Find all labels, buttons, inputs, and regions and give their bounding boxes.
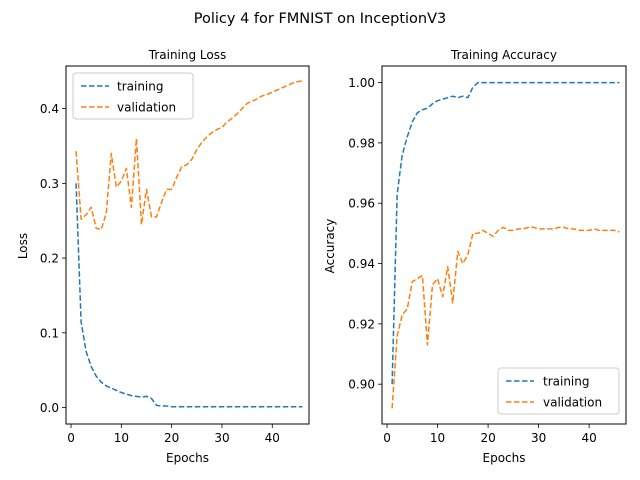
accuracy-x-tick-label: 30 [531,431,546,445]
loss-y-tick-label: 0.3 [40,177,59,191]
loss-x-tick-label: 30 [214,431,229,445]
loss-validation-line [75,80,303,231]
accuracy-legend: training validation [497,367,620,415]
accuracy-axes-frame [381,65,627,425]
loss-x-tick-label: 20 [164,431,179,445]
accuracy-x-tick-label: 40 [581,431,596,445]
loss-y-tick-label: 0.0 [40,401,59,415]
figure-title: Policy 4 for FMNIST on InceptionV3 [194,11,447,27]
loss-y-tick-label: 0.4 [40,102,59,116]
accuracy-y-tick-label: 0.98 [348,136,375,150]
loss-ticks: 0 10 20 30 40 0.0 0.1 0.2 0.3 0.4 [40,102,280,445]
accuracy-x-tick-label: 10 [430,431,445,445]
loss-x-tick-label: 40 [265,431,280,445]
accuracy-y-tick-label: 1.00 [348,76,375,90]
loss-chart-title: Training Loss [148,48,226,62]
accuracy-ticks: 0 10 20 30 40 0.90 0.92 0.94 0.96 0.98 1.00 [348,76,596,445]
accuracy-legend-training-label: training [543,375,590,389]
loss-x-axis-label: Epochs [166,451,209,465]
loss-y-tick-label: 0.1 [40,326,59,340]
loss-plot-area [75,80,303,408]
loss-legend-validation-label: validation [117,101,176,115]
accuracy-x-axis-label: Epochs [483,451,526,465]
loss-training-line [75,183,303,408]
accuracy-y-tick-label: 0.96 [348,197,375,211]
loss-y-axis-label: Loss [16,233,30,259]
accuracy-y-tick-label: 0.90 [348,378,375,392]
accuracy-legend-frame [497,367,620,415]
loss-chart: Training Loss Epochs Loss 0 10 20 30 40 0.0 0.… [16,48,310,465]
accuracy-legend-validation-label: validation [543,396,602,410]
accuracy-chart-title: Training Accuracy [450,48,557,62]
accuracy-y-tick-label: 0.92 [348,317,375,331]
accuracy-y-axis-label: Accuracy [323,219,337,274]
accuracy-training-line [391,81,620,385]
loss-y-tick-label: 0.2 [40,252,59,266]
loss-x-tick-label: 0 [67,431,75,445]
loss-legend-frame [72,72,194,120]
accuracy-y-tick-label: 0.94 [348,257,375,271]
accuracy-x-tick-label: 0 [383,431,391,445]
loss-axes-frame [65,65,310,425]
loss-legend-training-label: training [117,80,164,94]
loss-x-tick-label: 10 [114,431,129,445]
accuracy-validation-line [391,226,620,409]
accuracy-chart: Training Accuracy Epochs Accuracy 0 10 20 3… [323,48,627,465]
accuracy-x-tick-label: 20 [480,431,495,445]
loss-legend: training validation [72,72,194,120]
accuracy-plot-area [391,81,620,409]
